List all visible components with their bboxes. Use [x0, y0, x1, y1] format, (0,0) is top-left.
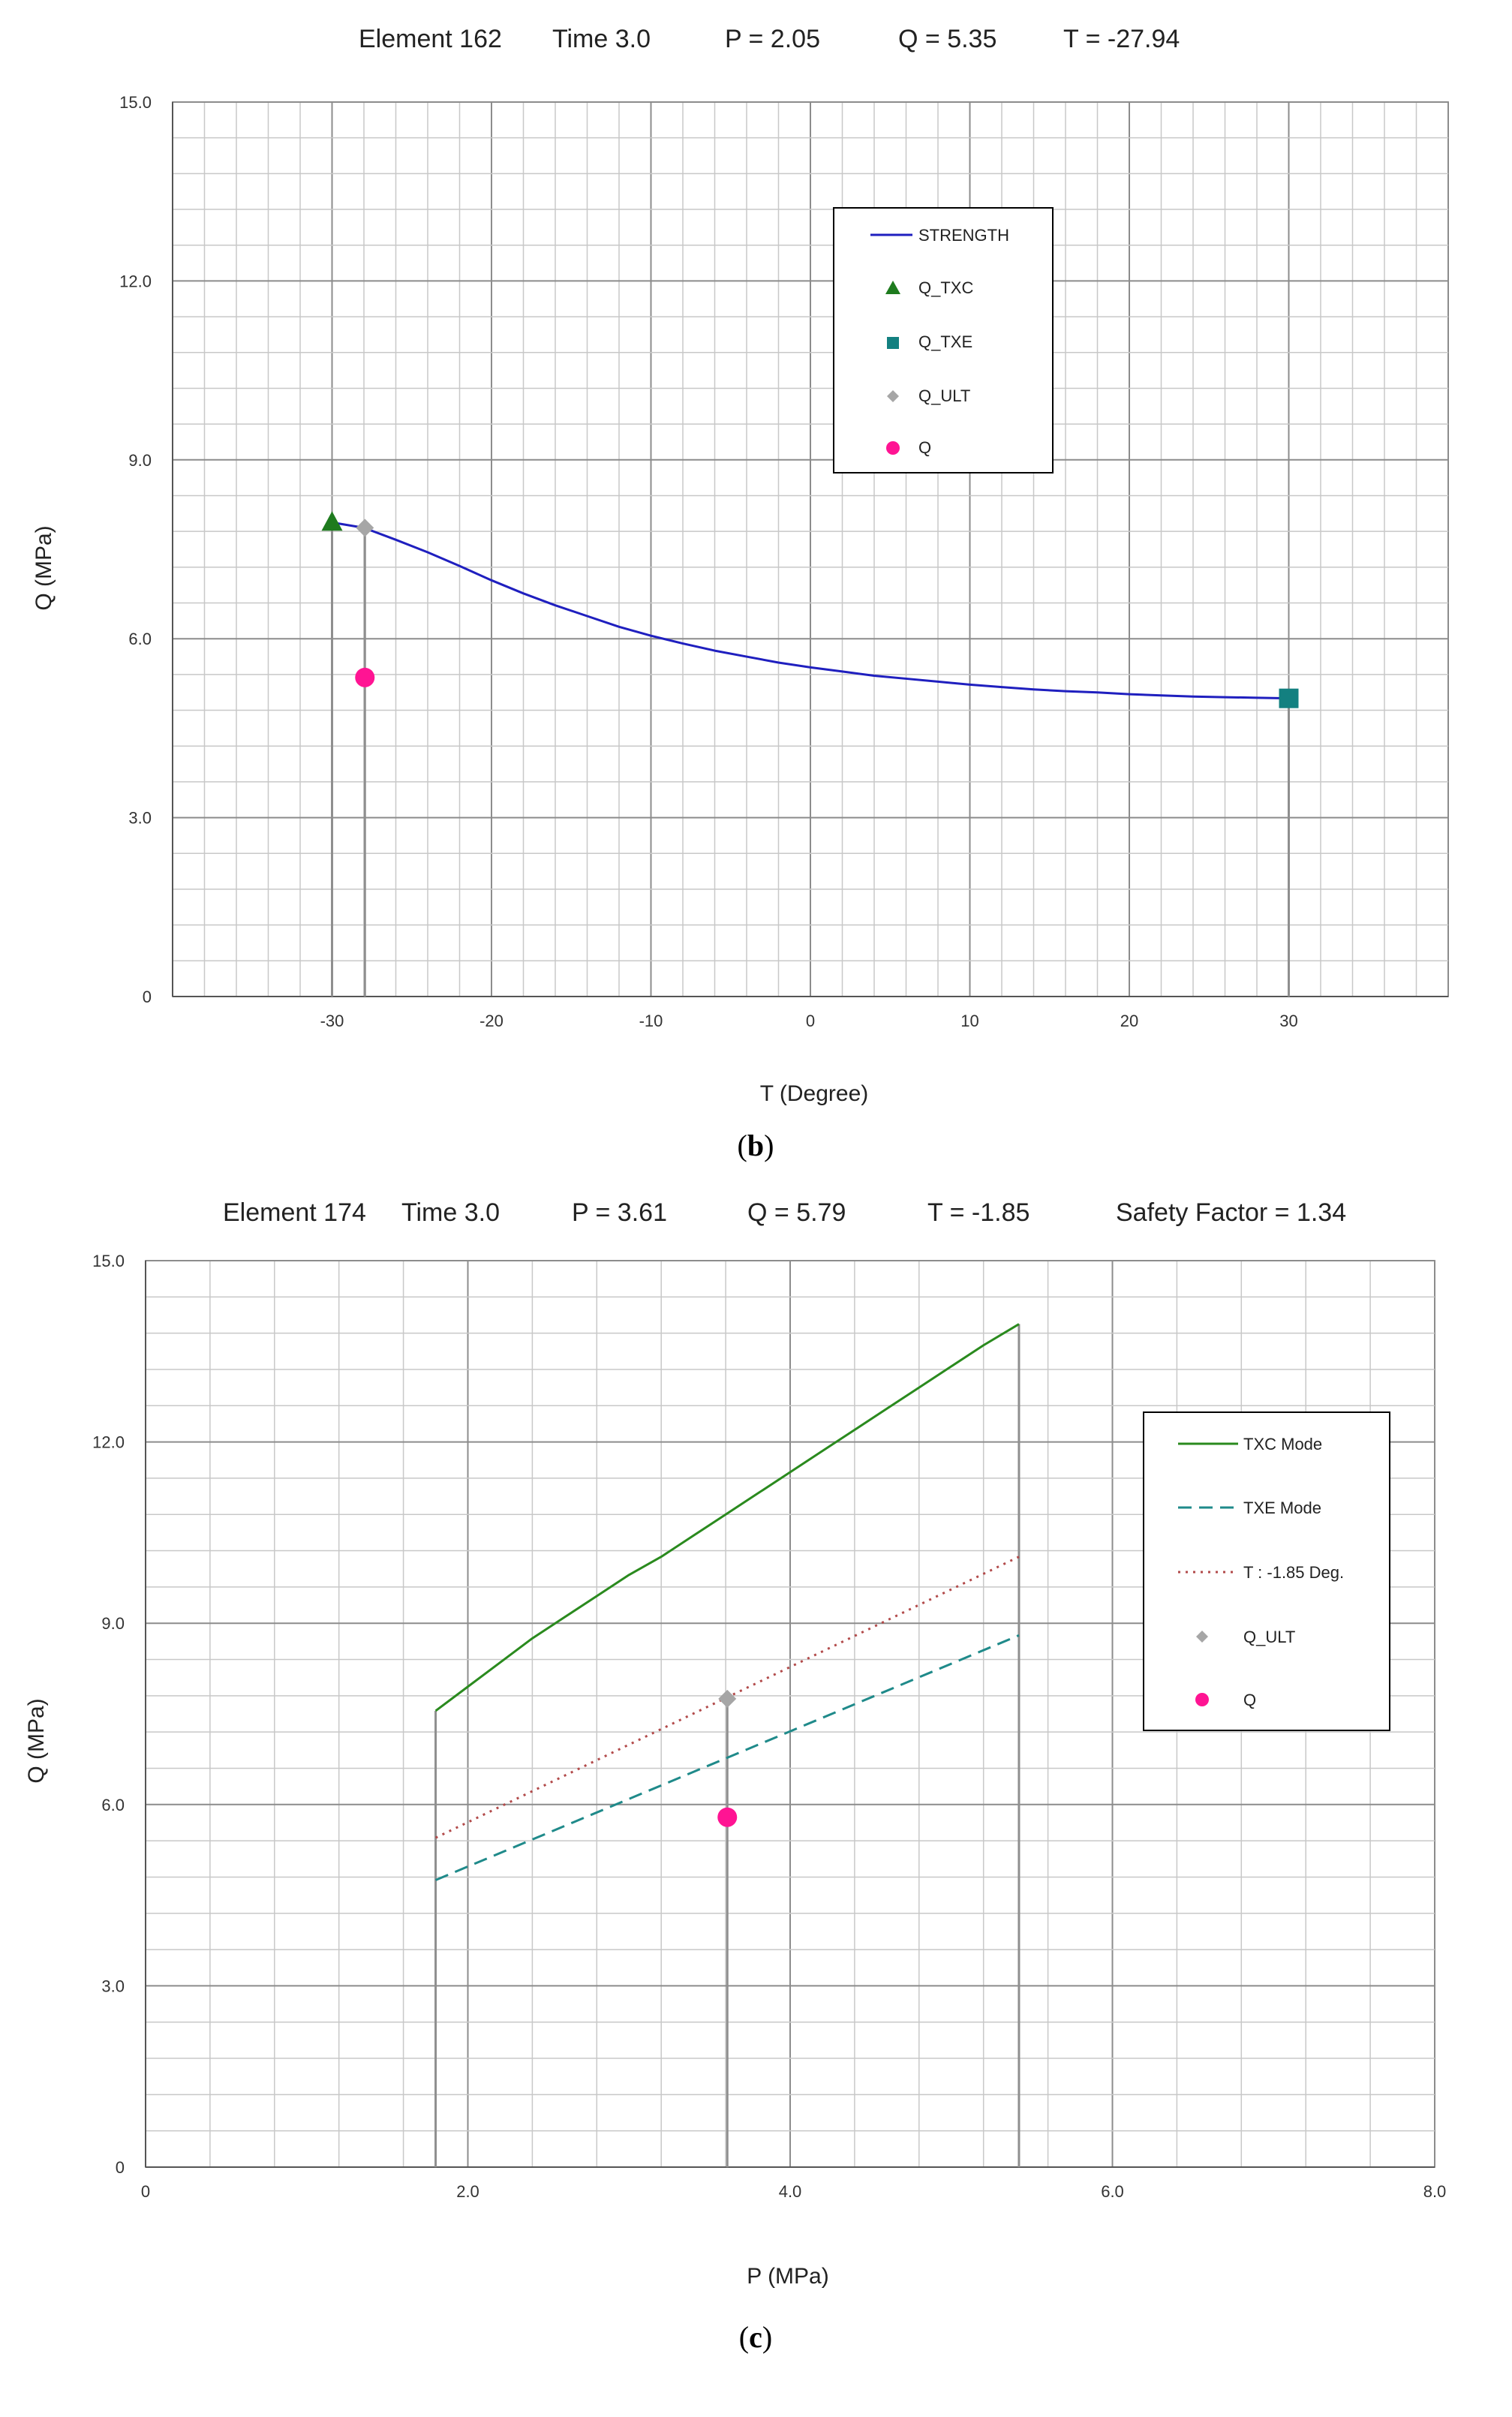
legend-label-q-txe: Q_TXE	[918, 332, 972, 351]
x-tick-label: 8.0	[1423, 2182, 1447, 2201]
marker-q-txe	[1279, 688, 1299, 708]
y-axis-label-b: Q (MPa)	[32, 525, 56, 610]
y-tick-label: 15.0	[119, 93, 152, 112]
y-ticks-c: 0 3.0 6.0 9.0 12.0 15.0	[92, 1252, 125, 2177]
y-tick-label: 12.0	[119, 272, 152, 290]
x-tick-label: 0	[806, 1012, 815, 1030]
legend-circle-icon	[886, 441, 900, 455]
x-tick-label: -10	[639, 1012, 663, 1030]
legend-label-t-deg: T : -1.85 Deg.	[1243, 1563, 1344, 1582]
y-tick-label: 0	[116, 2158, 125, 2177]
x-tick-label: 30	[1279, 1012, 1297, 1030]
markers-b	[321, 511, 1299, 708]
series-line-strength	[332, 521, 1289, 700]
y-tick-label: 0	[143, 988, 152, 1006]
series-line-txe-mode	[434, 1634, 1020, 1881]
header-t: T = -27.94	[1063, 25, 1180, 53]
legend-label-q-txc: Q_TXC	[918, 278, 973, 297]
legend-b: STRENGTH Q_TXC Q_TXE Q_ULT Q	[833, 207, 1054, 473]
x-axis-label-c: P (MPa)	[747, 2264, 828, 2289]
legend-diamond-icon-c	[1196, 1631, 1208, 1643]
legend-label-q-c: Q	[1243, 1691, 1256, 1709]
header-q: Q = 5.35	[898, 25, 996, 53]
series-b	[332, 521, 1289, 700]
drop-lines-c	[434, 1324, 1021, 2167]
x-ticks-c: 0 2.0 4.0 6.0 8.0	[141, 2182, 1446, 2201]
marker-q	[355, 667, 375, 687]
y-tick-label: 9.0	[101, 1614, 125, 1633]
chart-panel-b: Element 162 Time 3.0 P = 2.05 Q = 5.35 T…	[32, 25, 1449, 1162]
panel-caption-c-letter: c	[749, 2320, 762, 2354]
legend-circle-icon-c	[1195, 1693, 1209, 1706]
y-tick-label: 12.0	[92, 1433, 125, 1452]
marker-q	[717, 1807, 738, 1827]
marker-q-txc	[321, 511, 343, 531]
header-element-c: Element 174	[223, 1198, 366, 1227]
series-line-txc-mode	[434, 1323, 1020, 1712]
header-element: Element 162	[359, 25, 502, 53]
x-tick-label: 20	[1120, 1012, 1138, 1030]
drop-lines-b	[331, 522, 1290, 997]
legend-label-txe: TXE Mode	[1243, 1499, 1321, 1517]
legend-label-txc: TXC Mode	[1243, 1435, 1322, 1454]
markers-c	[717, 1689, 738, 1827]
y-tick-label: 3.0	[101, 1977, 125, 1995]
legend-label-strength: STRENGTH	[918, 226, 1009, 245]
header-q-c: Q = 5.79	[747, 1198, 846, 1227]
y-tick-label: 6.0	[101, 1796, 125, 1814]
legend-box-c	[1143, 1411, 1390, 1731]
x-tick-label: 2.0	[456, 2182, 479, 2201]
x-tick-label: 4.0	[779, 2182, 802, 2201]
legend-c: TXC Mode TXE Mode T : -1.85 Deg. Q_ULT Q	[1143, 1411, 1390, 1731]
marker-q-ult	[356, 519, 374, 537]
legend-label-q-ult-c: Q_ULT	[1243, 1628, 1295, 1646]
legend-triangle-icon	[885, 281, 900, 294]
x-tick-label: -20	[479, 1012, 503, 1030]
x-axis-label-b: T (Degree)	[760, 1081, 869, 1106]
header-time: Time 3.0	[552, 25, 651, 53]
marker-q-ult	[718, 1689, 737, 1708]
y-tick-label: 6.0	[128, 630, 152, 648]
grid-b	[172, 101, 1449, 997]
panel-caption-b: (b)	[738, 1129, 774, 1162]
header-t-c: T = -1.85	[927, 1198, 1030, 1227]
y-tick-label: 9.0	[128, 451, 152, 470]
x-tick-label: 10	[960, 1012, 978, 1030]
header-safety-factor: Safety Factor = 1.34	[1116, 1198, 1346, 1227]
legend-label-q-ult: Q_ULT	[918, 386, 970, 405]
x-tick-label: 0	[141, 2182, 150, 2201]
chart-panel-c: Element 174 Time 3.0 P = 3.61 Q = 5.79 T…	[24, 1198, 1446, 2354]
header-p-c: P = 3.61	[572, 1198, 667, 1227]
y-axis-label-c: Q (MPa)	[24, 1698, 49, 1783]
y-ticks-b: 0 3.0 6.0 9.0 12.0 15.0	[119, 93, 152, 1006]
header-time-c: Time 3.0	[401, 1198, 500, 1227]
header-p: P = 2.05	[725, 25, 820, 53]
y-tick-label: 15.0	[92, 1252, 125, 1270]
x-ticks-b: -30 -20 -10 0 10 20 30	[320, 1012, 1298, 1030]
legend-box-b	[833, 207, 1054, 473]
legend-label-q: Q	[918, 438, 931, 457]
x-tick-label: 6.0	[1101, 2182, 1124, 2201]
legend-diamond-icon	[887, 390, 899, 402]
y-tick-label: 3.0	[128, 809, 152, 828]
x-tick-label: -30	[320, 1012, 344, 1030]
panel-caption-c: (c)	[739, 2320, 772, 2354]
legend-square-icon	[887, 337, 899, 349]
panel-caption-b-letter: b	[747, 1129, 764, 1162]
